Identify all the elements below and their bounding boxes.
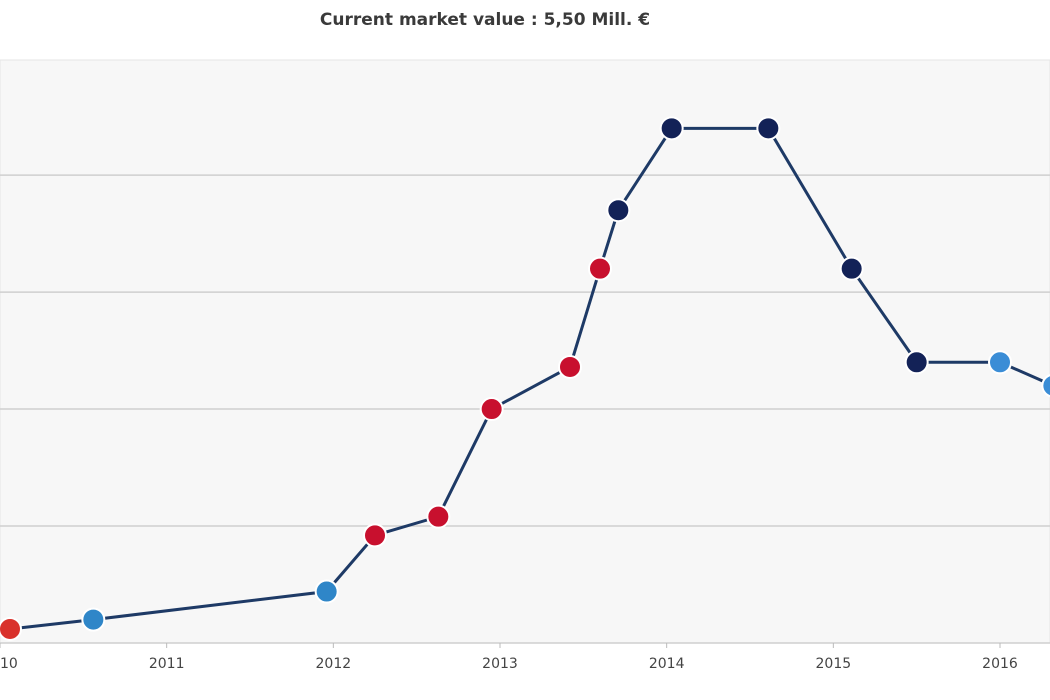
x-tick-label: 2016 — [982, 656, 1018, 672]
x-tick-label: 2012 — [316, 656, 352, 672]
club-marker — [479, 397, 504, 422]
club-marker — [904, 350, 929, 375]
x-tick-label: 2011 — [149, 656, 185, 672]
club-marker — [1041, 374, 1050, 398]
club-marker — [756, 116, 781, 141]
club-marker — [81, 607, 106, 632]
x-tick-label: 2015 — [816, 656, 852, 672]
club-marker — [0, 616, 22, 641]
club-marker — [363, 523, 387, 548]
club-marker — [839, 256, 864, 281]
x-tick-label: 2013 — [482, 656, 518, 672]
plot-background — [0, 59, 1050, 644]
club-marker — [558, 354, 582, 379]
club-marker — [588, 256, 612, 281]
club-marker — [606, 198, 631, 223]
club-marker — [659, 116, 684, 141]
club-marker — [426, 504, 451, 529]
chart-title: Current market value : 5,50 Mill. € — [320, 10, 650, 30]
club-marker — [314, 579, 339, 604]
x-tick-label: 2014 — [649, 656, 685, 672]
x-tick-label: 2010 — [0, 656, 18, 672]
club-marker — [988, 350, 1012, 375]
